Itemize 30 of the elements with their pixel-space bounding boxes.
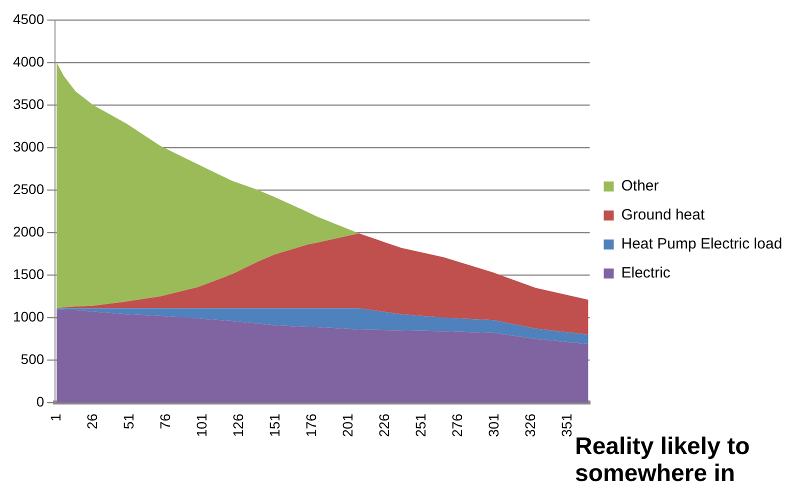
x-tick-label: 51 (120, 413, 136, 430)
y-tick-label: 3000 (12, 138, 44, 154)
legend-label: Ground heat (621, 206, 706, 224)
y-tick-label: 0 (36, 394, 44, 410)
x-tick-label: 1 (47, 413, 64, 422)
x-tick-label: 126 (230, 413, 246, 437)
text: Reality likely to somewhere in (575, 433, 751, 487)
y-tick-label: 2000 (12, 223, 44, 240)
x-tick-label: 151 (266, 413, 283, 437)
legend-label: Electric (621, 264, 671, 282)
y-tick-label: 1000 (12, 308, 44, 324)
y-tick-label: 2500 (12, 180, 44, 197)
x-tick-label: 326 (522, 413, 538, 437)
x-tick-label: 101 (194, 413, 210, 437)
y-tick-label: 4000 (12, 53, 44, 70)
y-tick-label: 3500 (12, 96, 44, 112)
x-tick-label: 26 (84, 413, 100, 430)
x-tick-label: 176 (303, 413, 320, 437)
x-tick-label: 276 (449, 413, 466, 437)
x-tick-label: 351 (558, 413, 575, 437)
legend-label: Other (621, 178, 659, 195)
x-tick-label: 251 (412, 413, 429, 437)
x-tick-label: 226 (376, 413, 392, 437)
legend-label: Heat Pump Electric load (621, 236, 782, 253)
x-tick-label: 76 (157, 413, 174, 430)
y-tick-label: 1500 (12, 266, 44, 282)
y-tick-label: 500 (20, 350, 44, 367)
x-tick-label: 301 (486, 413, 502, 437)
x-tick-label: 201 (340, 413, 356, 437)
y-tick-label: 4500 (12, 10, 44, 27)
